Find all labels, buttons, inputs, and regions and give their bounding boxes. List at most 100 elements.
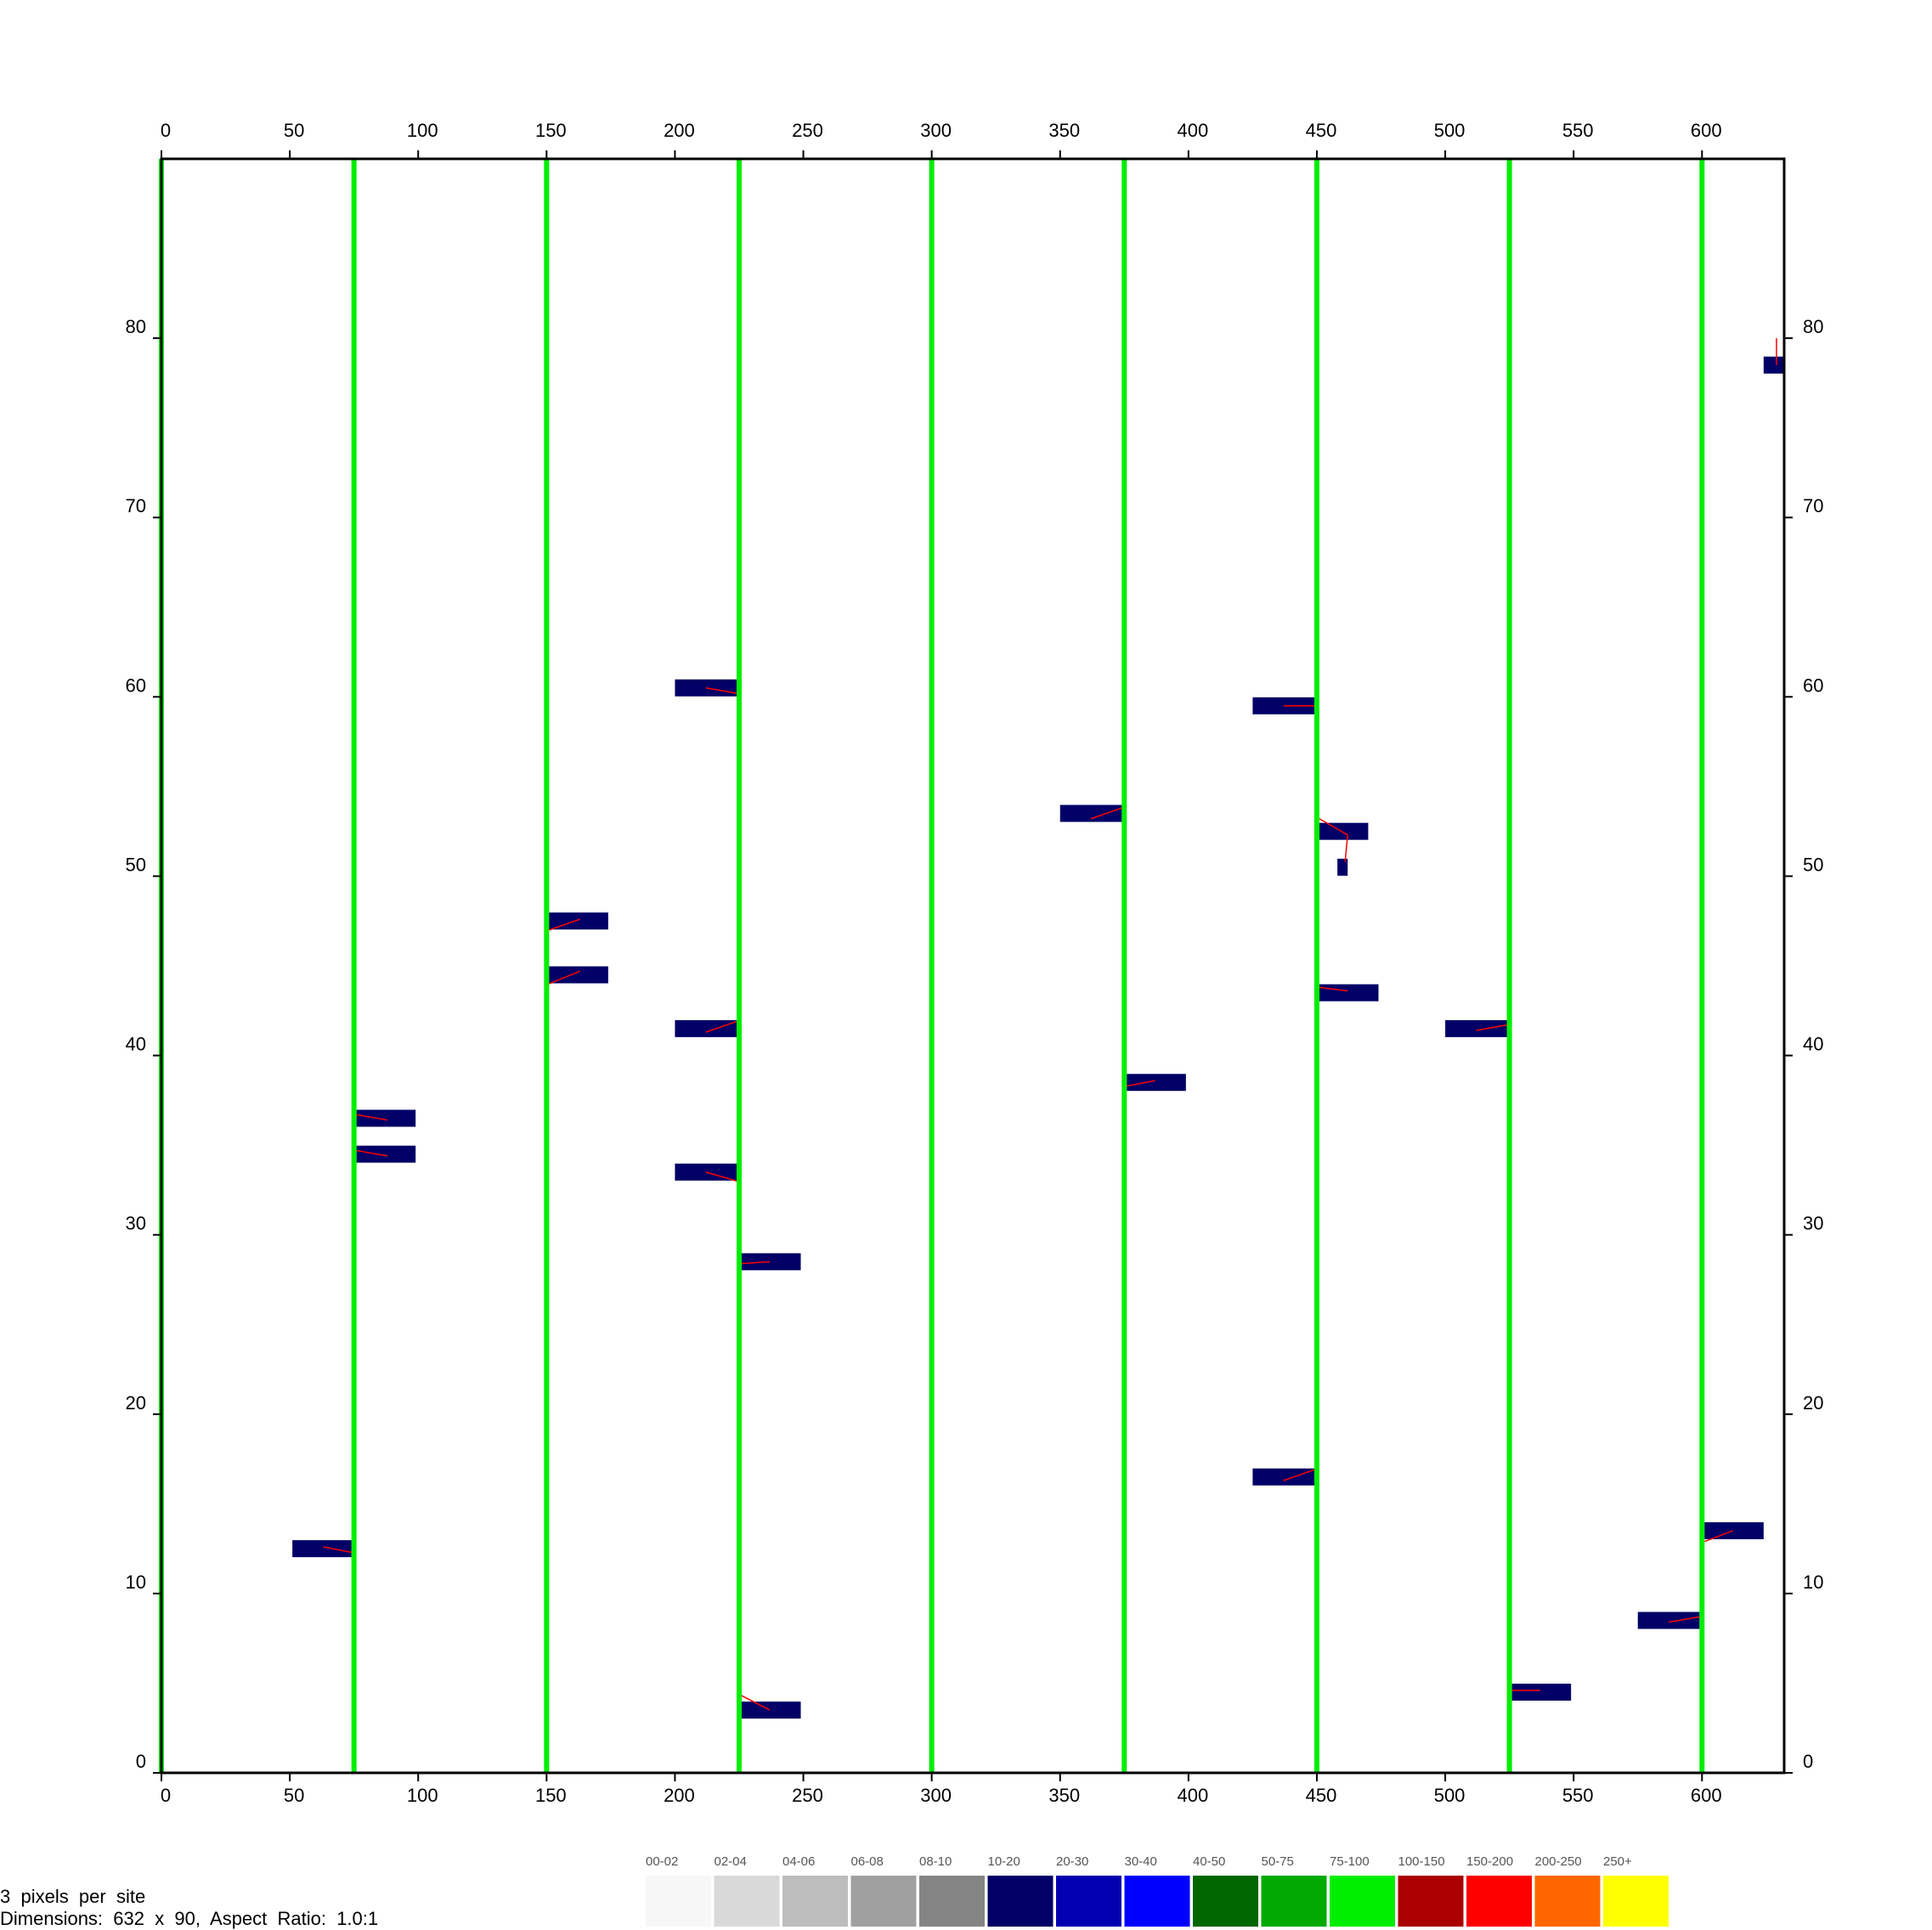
plot-frame [160,157,1786,1775]
x-tick-label-bottom-11: 550 [1562,1785,1594,1806]
block-18 [292,1540,352,1558]
legend-swatch-12 [1466,1876,1532,1927]
link-15 [741,1261,771,1265]
x-tick-label-bottom-0: 0 [161,1785,171,1806]
legend-label-7: 30-40 [1125,1854,1157,1869]
block-0 [1763,356,1784,374]
legend-label-8: 40-50 [1193,1854,1225,1869]
y-tick-label-right-7: 70 [1803,495,1823,516]
y-tick-label-left-7: 70 [126,495,146,516]
y-tick-label-right-1: 10 [1803,1572,1823,1593]
x-tick-label-top-5: 250 [792,120,823,141]
block-17 [1704,1522,1764,1539]
legend-label-2: 04-06 [782,1854,815,1869]
x-tick-label-bottom-10: 500 [1434,1785,1466,1806]
legend-label-9: 50-75 [1262,1854,1294,1869]
x-tick-label-bottom-9: 450 [1306,1785,1337,1806]
block-7 [549,966,608,984]
x-tick-label-bottom-3: 150 [535,1785,567,1806]
y-tick-label-left-2: 20 [126,1392,146,1414]
pixels-per-site-text: 3 pixels per site [0,1886,146,1907]
link-19 [1668,1616,1700,1623]
link-21 [741,1695,771,1711]
y-tick-label-right-2: 20 [1803,1392,1823,1414]
legend-swatch-1 [714,1876,780,1927]
legend-label-12: 150-200 [1466,1854,1513,1869]
x-tick-label-top-4: 200 [664,120,695,141]
legend-swatch-8 [1193,1876,1258,1927]
link-5 [1344,834,1348,862]
block-9 [675,1019,737,1037]
link-10 [1476,1024,1507,1031]
dimensions-text: Dimensions: 632 x 90, Aspect Ratio: 1.0:… [0,1908,379,1929]
block-8 [1319,984,1379,1002]
legend-label-14: 250+ [1603,1854,1632,1869]
x-tick-label-top-10: 500 [1434,120,1466,141]
y-tick-label-right-0: 0 [1803,1751,1813,1772]
legend-swatch-4 [919,1876,985,1927]
y-tick-label-left-0: 0 [136,1751,146,1772]
legend-swatch-6 [1056,1876,1121,1927]
x-tick-label-top-12: 600 [1691,120,1722,141]
legend-swatch-0 [646,1876,711,1927]
x-tick-label-bottom-6: 300 [920,1785,952,1806]
legend-label-1: 02-04 [715,1854,747,1869]
y-tick-label-left-8: 80 [126,316,146,337]
blocks-layer [292,338,1784,1719]
block-19 [1637,1611,1700,1629]
block-13 [356,1145,416,1163]
link-9 [705,1020,737,1033]
x-tick-label-bottom-8: 400 [1178,1785,1209,1806]
vertical-lines-layer [159,159,1705,1773]
legend-label-4: 08-10 [919,1854,952,1869]
x-tick-label-bottom-7: 350 [1048,1785,1080,1806]
legend-swatch-14 [1603,1876,1669,1927]
color-legend: 00-02 02-04 04-06 06-08 08-10 10-20 20-30 30-40… [646,1854,1669,1927]
legend-swatch-9 [1261,1876,1327,1927]
link-12 [356,1114,388,1121]
link-8 [1319,986,1348,992]
block-11 [1127,1074,1186,1092]
block-12 [356,1109,416,1127]
legend-swatch-11 [1398,1876,1464,1927]
axes-layer: 0050501001001501502002002502503003003503… [126,120,1824,1806]
x-tick-label-top-6: 300 [920,120,952,141]
block-20 [1511,1684,1572,1701]
x-tick-label-top-2: 100 [407,120,438,141]
legend-label-5: 10-20 [988,1854,1020,1869]
legend-swatch-10 [1330,1876,1395,1927]
x-tick-label-top-8: 400 [1178,120,1209,141]
block-3 [1059,804,1122,822]
y-tick-label-left-1: 10 [126,1572,146,1593]
y-tick-label-left-4: 40 [126,1034,146,1055]
link-16 [1283,1469,1315,1481]
block-5 [1337,858,1348,876]
block-4 [1319,822,1369,840]
legend-label-13: 200-250 [1535,1854,1582,1869]
legend-label-0: 00-02 [646,1854,678,1869]
block-21 [742,1701,801,1719]
legend-label-6: 20-30 [1056,1854,1088,1869]
link-6 [549,918,580,931]
legend-swatch-7 [1124,1876,1190,1927]
x-tick-label-top-7: 350 [1048,120,1080,141]
block-16 [1252,1468,1314,1486]
link-18 [323,1546,352,1554]
legend-label-11: 100-150 [1398,1854,1445,1869]
legend-label-3: 06-08 [851,1854,884,1869]
link-11 [1127,1080,1155,1087]
link-17 [1704,1530,1733,1543]
legend-swatch-13 [1534,1876,1601,1927]
y-tick-label-left-3: 30 [126,1213,146,1234]
link-13 [356,1149,388,1157]
y-tick-label-right-3: 30 [1803,1213,1823,1234]
legend-swatch-5 [987,1876,1054,1927]
y-tick-label-right-6: 60 [1803,674,1823,696]
x-tick-label-bottom-12: 600 [1691,1785,1722,1806]
x-tick-label-top-9: 450 [1306,120,1337,141]
block-10 [1445,1019,1507,1037]
y-tick-label-left-5: 50 [126,854,146,875]
y-tick-label-right-4: 40 [1803,1034,1823,1055]
y-tick-label-right-8: 80 [1803,316,1823,337]
